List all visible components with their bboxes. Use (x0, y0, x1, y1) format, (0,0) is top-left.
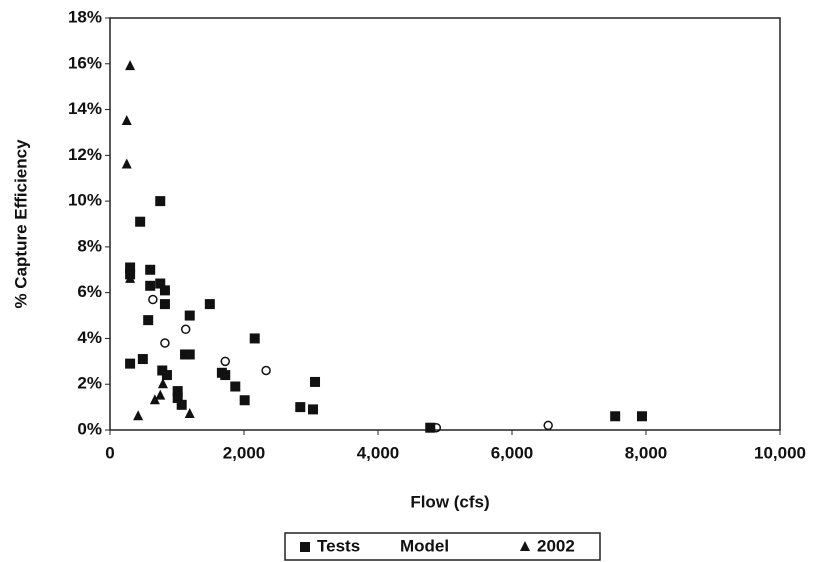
point (135, 216, 146, 227)
x-tick-label: 4,000 (357, 443, 400, 462)
y-axis-title: % Capture Efficiency (11, 139, 30, 309)
point (220, 356, 230, 367)
point (176, 399, 187, 410)
y-tick-label: 18% (68, 7, 102, 26)
point (159, 299, 170, 310)
point (125, 272, 136, 283)
point (184, 407, 195, 418)
legend-marker (300, 542, 310, 552)
point (261, 365, 271, 376)
legend-label: Model (400, 536, 449, 555)
point (121, 115, 132, 125)
point (160, 338, 170, 348)
legend-label: 2002 (537, 536, 575, 555)
y-tick-label: 10% (68, 191, 102, 210)
point (308, 404, 319, 415)
x-tick-label: 0 (105, 443, 114, 462)
point (159, 285, 170, 296)
point (121, 158, 132, 169)
point (425, 422, 436, 433)
y-tick-label: 0% (77, 419, 102, 438)
point (125, 60, 136, 71)
point (220, 370, 231, 381)
point (172, 392, 183, 403)
point (149, 394, 160, 405)
y-tick-label: 16% (68, 53, 102, 72)
point (184, 349, 195, 360)
x-tick-label: 10,000 (754, 443, 806, 462)
point (133, 410, 144, 421)
legend-label: Tests (317, 536, 360, 555)
point (125, 358, 136, 369)
point (543, 420, 553, 431)
y-tick-label: 8% (77, 236, 102, 255)
point (145, 264, 156, 275)
point (125, 262, 136, 273)
point (172, 386, 183, 397)
point (161, 370, 172, 381)
point (610, 411, 621, 422)
point (155, 196, 166, 207)
x-tick-label: 6,000 (491, 443, 534, 462)
y-tick-label: 12% (68, 145, 102, 164)
point (249, 333, 260, 344)
legend-marker (520, 541, 530, 551)
x-tick-label: 2,000 (223, 443, 266, 462)
point (431, 422, 442, 433)
x-tick-label: 8,000 (625, 443, 668, 462)
y-tick-label: 6% (77, 282, 102, 301)
point (157, 378, 168, 389)
y-tick-label: 2% (77, 374, 102, 393)
legend-box (284, 532, 601, 561)
point (145, 280, 156, 291)
x-axis-title: Flow (cfs) (410, 492, 489, 511)
point (636, 411, 647, 422)
point (155, 389, 166, 400)
y-tick-label: 14% (68, 99, 102, 118)
point (180, 324, 191, 335)
point (184, 310, 195, 321)
point (239, 395, 250, 406)
point (204, 299, 215, 310)
point (148, 294, 158, 305)
plot-frame (109, 17, 781, 431)
point (295, 402, 306, 413)
point (310, 376, 321, 387)
point (230, 381, 241, 392)
point (137, 354, 148, 365)
point (143, 315, 154, 326)
y-tick-label: 4% (77, 328, 102, 347)
point (155, 278, 166, 289)
